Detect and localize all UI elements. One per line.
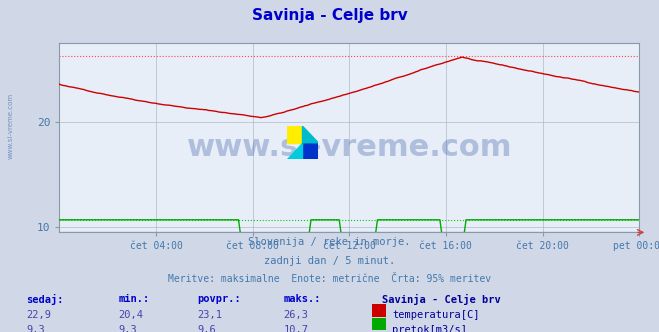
Text: 23,1: 23,1 [198,310,223,320]
Text: Savinja - Celje brv: Savinja - Celje brv [382,294,501,305]
Text: maks.:: maks.: [283,294,321,304]
Polygon shape [287,143,302,159]
Text: 10,7: 10,7 [283,325,308,332]
Text: 9,3: 9,3 [26,325,45,332]
Text: www.si-vreme.com: www.si-vreme.com [8,93,14,159]
Text: 9,6: 9,6 [198,325,216,332]
Text: 26,3: 26,3 [283,310,308,320]
Text: temperatura[C]: temperatura[C] [392,310,480,320]
Text: zadnji dan / 5 minut.: zadnji dan / 5 minut. [264,256,395,266]
Text: www.si-vreme.com: www.si-vreme.com [186,133,512,162]
Polygon shape [302,143,318,159]
Text: sedaj:: sedaj: [26,294,64,305]
Text: Slovenija / reke in morje.: Slovenija / reke in morje. [248,237,411,247]
Text: Savinja - Celje brv: Savinja - Celje brv [252,8,407,23]
Text: 22,9: 22,9 [26,310,51,320]
Text: povpr.:: povpr.: [198,294,241,304]
Text: min.:: min.: [119,294,150,304]
Polygon shape [302,126,318,143]
Text: 20,4: 20,4 [119,310,144,320]
Text: Meritve: maksimalne  Enote: metrične  Črta: 95% meritev: Meritve: maksimalne Enote: metrične Črta… [168,274,491,284]
Text: 9,3: 9,3 [119,325,137,332]
Text: pretok[m3/s]: pretok[m3/s] [392,325,467,332]
Bar [287,126,302,143]
